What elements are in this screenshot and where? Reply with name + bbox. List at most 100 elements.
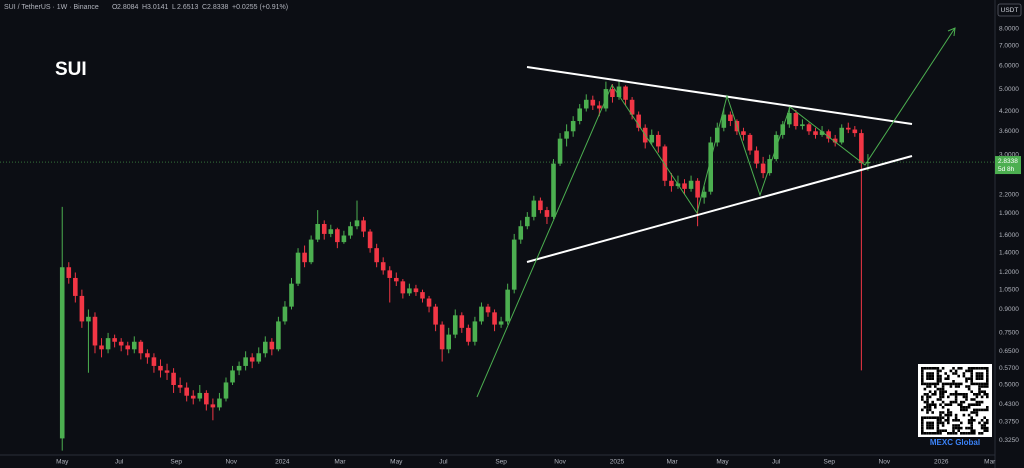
- qr-cell: [975, 393, 979, 396]
- qr-cell: [926, 426, 929, 430]
- qr-cell: [926, 403, 929, 406]
- qr-cell: [960, 382, 963, 386]
- candle-body: [557, 138, 563, 164]
- x-tick-label: 2026: [934, 459, 949, 466]
- candle-body: [747, 134, 753, 151]
- candle-body: [656, 134, 661, 147]
- qr-cell: [931, 400, 934, 404]
- qr-cell: [939, 390, 942, 393]
- qr-cell: [936, 432, 940, 435]
- candle-body: [682, 183, 687, 189]
- currency-label[interactable]: USDT: [1001, 7, 1019, 14]
- qr-cell: [983, 393, 986, 396]
- qr-cell: [954, 372, 958, 375]
- candle-body: [230, 370, 235, 383]
- qr-cell: [965, 406, 968, 409]
- qr-cell: [980, 372, 984, 375]
- qr-cell: [962, 372, 966, 375]
- candle-body: [145, 353, 150, 358]
- qr-cell: [931, 377, 934, 380]
- qr-code: MEXC Global: [918, 364, 992, 448]
- currency-box[interactable]: [997, 3, 1022, 17]
- qr-cell: [970, 382, 973, 386]
- qr-cell: [986, 393, 989, 396]
- qr-cell: [973, 393, 976, 396]
- qr-cell: [983, 429, 986, 432]
- qr-cell: [965, 398, 968, 401]
- candle-body: [380, 262, 386, 271]
- qr-cell: [926, 395, 929, 399]
- qr-cell: [973, 419, 976, 422]
- qr-cell: [928, 421, 932, 425]
- qr-cell: [939, 403, 942, 406]
- candle-body: [459, 315, 465, 328]
- candle-body: [184, 387, 189, 396]
- qr-cell: [960, 403, 963, 406]
- x-tick-label: Sep: [170, 459, 182, 466]
- qr-cell: [928, 385, 932, 388]
- qr-cell: [970, 416, 973, 419]
- candle-body: [852, 129, 858, 134]
- qr-cell: [952, 424, 955, 427]
- qr-cell: [970, 421, 973, 425]
- qr-cell: [941, 400, 945, 404]
- field-key: H: [142, 4, 147, 11]
- qr-cell: [936, 398, 940, 401]
- qr-cell: [983, 408, 986, 412]
- qr-cell: [926, 377, 929, 380]
- qr-cell: [931, 372, 934, 375]
- qr-cell: [934, 367, 937, 370]
- qr-cell: [970, 426, 973, 430]
- drawings: [476, 27, 956, 398]
- qr-cell: [954, 395, 958, 399]
- watermark-text: MEXC Global: [930, 438, 980, 447]
- candle-body: [826, 131, 831, 139]
- qr-cell: [936, 424, 940, 427]
- qr-cell: [952, 426, 955, 430]
- arrow-head: [947, 27, 956, 37]
- qr-cell: [954, 393, 958, 396]
- qr-cell: [928, 403, 932, 406]
- qr-cell: [983, 390, 986, 393]
- countdown: 5d 8h: [998, 166, 1015, 173]
- qr-cell: [970, 424, 973, 427]
- qr-cell: [934, 432, 937, 435]
- candle-body: [492, 312, 497, 325]
- qr-cell: [921, 429, 924, 432]
- candle-body: [636, 114, 641, 128]
- qr-cell: [939, 377, 942, 380]
- candle-body: [197, 392, 203, 399]
- qr-cell: [944, 377, 947, 380]
- x-tick-label: Sep: [823, 459, 835, 466]
- candle-body: [151, 357, 157, 366]
- qr-cell: [957, 385, 960, 388]
- candle-body: [859, 133, 864, 164]
- qr-cell: [965, 385, 968, 388]
- x-tick-label: Nov: [225, 459, 237, 466]
- qr-cell: [926, 432, 929, 435]
- qr-cell: [921, 380, 924, 383]
- qr-cell: [962, 413, 966, 417]
- candle-body: [413, 288, 419, 293]
- candle-body: [131, 341, 137, 350]
- y-tick-label: 7.0000: [999, 43, 1019, 50]
- qr-cell: [921, 377, 924, 380]
- qr-cell: [928, 374, 932, 378]
- field-key: O: [112, 4, 118, 11]
- qr-cell: [960, 408, 963, 412]
- x-tick-label: Mar: [666, 459, 678, 466]
- qr-cell: [962, 432, 966, 435]
- qr-cell: [921, 408, 924, 412]
- qr-cell: [949, 382, 953, 386]
- candle-body: [610, 89, 615, 98]
- y-tick-label: 2.2000: [999, 191, 1019, 198]
- qr-cell: [936, 369, 940, 373]
- candle-body: [538, 200, 543, 211]
- qr-cell: [931, 421, 934, 425]
- qr-cell: [962, 408, 966, 412]
- qr-cell: [944, 403, 947, 406]
- qr-cell: [939, 395, 942, 399]
- qr-cell: [944, 419, 947, 422]
- candle-body: [328, 229, 334, 234]
- qr-cell: [967, 406, 971, 409]
